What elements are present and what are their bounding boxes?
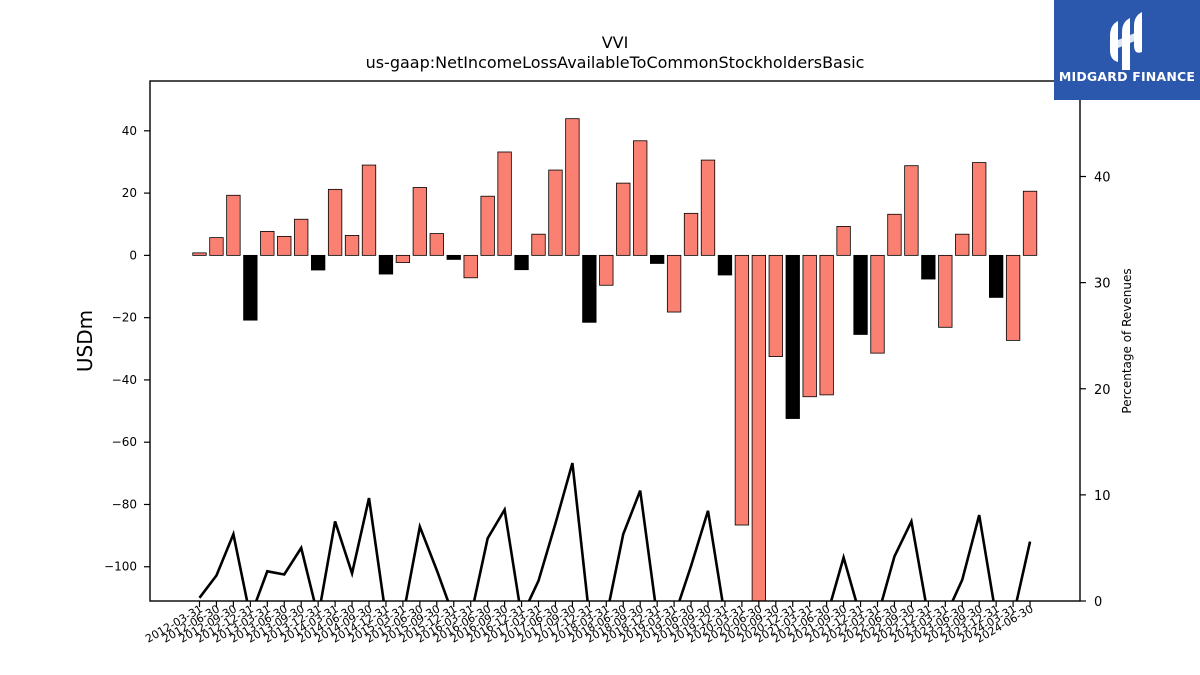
y2-tick-label: 40 (1094, 171, 1111, 186)
bar-2019-06-30 (683, 212, 699, 256)
y2-tick-label: 10 (1094, 489, 1111, 504)
logo-mark-icon (1054, 0, 1200, 100)
bar-2016-12-31 (514, 254, 529, 271)
bars-layer (192, 118, 1038, 601)
bar-2012-12-31 (243, 254, 258, 321)
bar-2018-12-31 (650, 254, 665, 264)
bar-2016-09-30 (497, 151, 512, 256)
bar-2022-03-31 (870, 254, 885, 354)
bar-2015-03-31 (395, 254, 411, 263)
bar-2023-09-30 (972, 162, 987, 256)
bar-2012-06-30 (209, 237, 224, 256)
bar-2019-03-31 (666, 254, 682, 313)
bar-2012-09-30 (226, 194, 241, 256)
bar-2013-03-31 (260, 230, 275, 256)
chart-title: VVI (602, 33, 629, 52)
y-tick-label: −40 (112, 373, 137, 387)
bar-2024-03-31 (1005, 254, 1021, 341)
plot-frame (149, 80, 1081, 602)
bar-2017-12-31 (582, 254, 597, 323)
bar-2013-09-30 (294, 218, 309, 256)
bar-2020-12-31 (785, 254, 800, 419)
bar-2020-06-30 (751, 254, 766, 601)
bar-2021-12-31 (853, 254, 868, 335)
y-tick-label: −80 (112, 497, 137, 511)
bar-2015-12-31 (446, 254, 461, 260)
bar-2019-12-31 (717, 254, 733, 276)
y-tick-label: −100 (104, 560, 137, 574)
bar-2019-09-30 (700, 159, 716, 256)
bar-2020-03-31 (734, 254, 750, 526)
chart-subtitle: us-gaap:NetIncomeLossAvailableToCommonSt… (366, 53, 865, 72)
bar-2014-12-31 (378, 254, 394, 275)
revenue-percentage-line-layer (198, 462, 1032, 601)
bar-2016-06-30 (480, 195, 495, 256)
bar-2021-06-30 (819, 254, 834, 396)
bar-2023-06-30 (955, 233, 970, 256)
y-tick-label: −60 (112, 435, 137, 449)
bar-2021-03-31 (802, 254, 817, 398)
bar-2014-03-31 (327, 188, 343, 256)
y2-axis-label: Percentage of Revenues (1120, 268, 1134, 413)
y2-tick-label: 30 (1094, 277, 1111, 292)
bar-2018-03-31 (599, 254, 614, 286)
bar-2021-09-30 (836, 226, 851, 256)
y-tick-label: −20 (112, 311, 137, 325)
bar-2022-09-30 (904, 165, 919, 256)
bar-2022-06-30 (887, 213, 902, 256)
y-tick-label: 0 (129, 248, 137, 262)
bar-2015-06-30 (412, 187, 428, 256)
y-axis-label: USDm (73, 310, 97, 372)
bar-2020-09-30 (768, 254, 783, 357)
bar-2018-06-30 (616, 182, 631, 256)
bar-2015-09-30 (429, 233, 444, 256)
bar-2023-12-31 (989, 254, 1004, 298)
bar-2023-03-31 (938, 254, 953, 328)
bar-2013-12-31 (310, 254, 326, 271)
bar-2014-06-30 (344, 235, 360, 256)
y2-tick-label: 0 (1094, 595, 1102, 610)
axes-layer: −100−80−60−40−20020400102030402012-03-31… (104, 80, 1111, 646)
bar-2014-09-30 (361, 164, 377, 256)
bar-2013-06-30 (277, 235, 292, 256)
bar-2024-06-30 (1022, 190, 1038, 256)
bar-2022-12-31 (921, 254, 936, 280)
y2-tick-label: 20 (1094, 383, 1111, 398)
y-tick-label: 40 (122, 124, 137, 138)
brand-name: MIDGARD FINANCE (1058, 69, 1196, 84)
bar-2012-03-31 (192, 252, 207, 256)
bar-2018-09-30 (633, 140, 648, 256)
midgard-finance-logo: MIDGARD FINANCE (1054, 0, 1200, 100)
revenue-percentage-line (198, 462, 1032, 601)
y-tick-label: 20 (122, 186, 137, 200)
bar-2017-03-31 (531, 233, 546, 256)
bar-2017-09-30 (565, 118, 580, 256)
bar-2017-06-30 (548, 169, 563, 256)
bar-2016-03-31 (463, 254, 478, 279)
